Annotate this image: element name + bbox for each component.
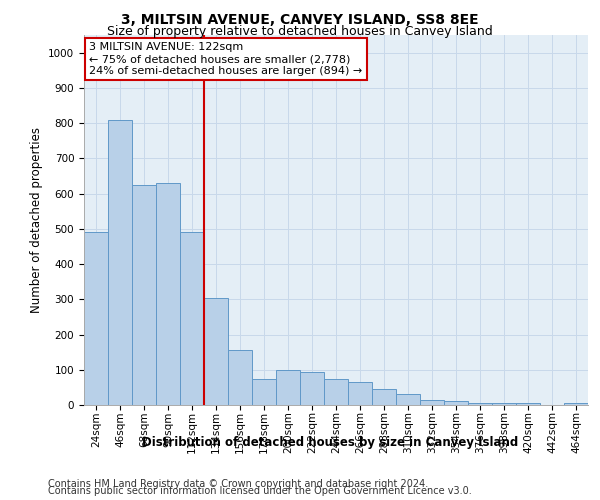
Text: 3 MILTSIN AVENUE: 122sqm
← 75% of detached houses are smaller (2,778)
24% of sem: 3 MILTSIN AVENUE: 122sqm ← 75% of detach… xyxy=(89,42,362,76)
Bar xyxy=(252,378,276,405)
Text: Contains public sector information licensed under the Open Government Licence v3: Contains public sector information licen… xyxy=(48,486,472,496)
Bar xyxy=(276,370,300,405)
Bar xyxy=(372,389,396,405)
Bar xyxy=(324,378,348,405)
Bar xyxy=(516,403,540,405)
Bar xyxy=(492,403,516,405)
Text: Size of property relative to detached houses in Canvey Island: Size of property relative to detached ho… xyxy=(107,25,493,38)
Bar xyxy=(204,298,228,405)
Y-axis label: Number of detached properties: Number of detached properties xyxy=(29,127,43,313)
Bar xyxy=(468,403,492,405)
Bar xyxy=(84,232,108,405)
Text: Contains HM Land Registry data © Crown copyright and database right 2024.: Contains HM Land Registry data © Crown c… xyxy=(48,479,428,489)
Bar xyxy=(228,350,252,405)
Bar xyxy=(180,232,204,405)
Bar xyxy=(420,400,444,405)
Bar xyxy=(396,394,420,405)
Bar xyxy=(132,185,156,405)
Text: 3, MILTSIN AVENUE, CANVEY ISLAND, SS8 8EE: 3, MILTSIN AVENUE, CANVEY ISLAND, SS8 8E… xyxy=(121,12,479,26)
Bar xyxy=(300,372,324,405)
Bar xyxy=(348,382,372,405)
Bar xyxy=(564,403,588,405)
Bar xyxy=(156,183,180,405)
Bar xyxy=(444,402,468,405)
Bar xyxy=(108,120,132,405)
Text: Distribution of detached houses by size in Canvey Island: Distribution of detached houses by size … xyxy=(142,436,518,449)
